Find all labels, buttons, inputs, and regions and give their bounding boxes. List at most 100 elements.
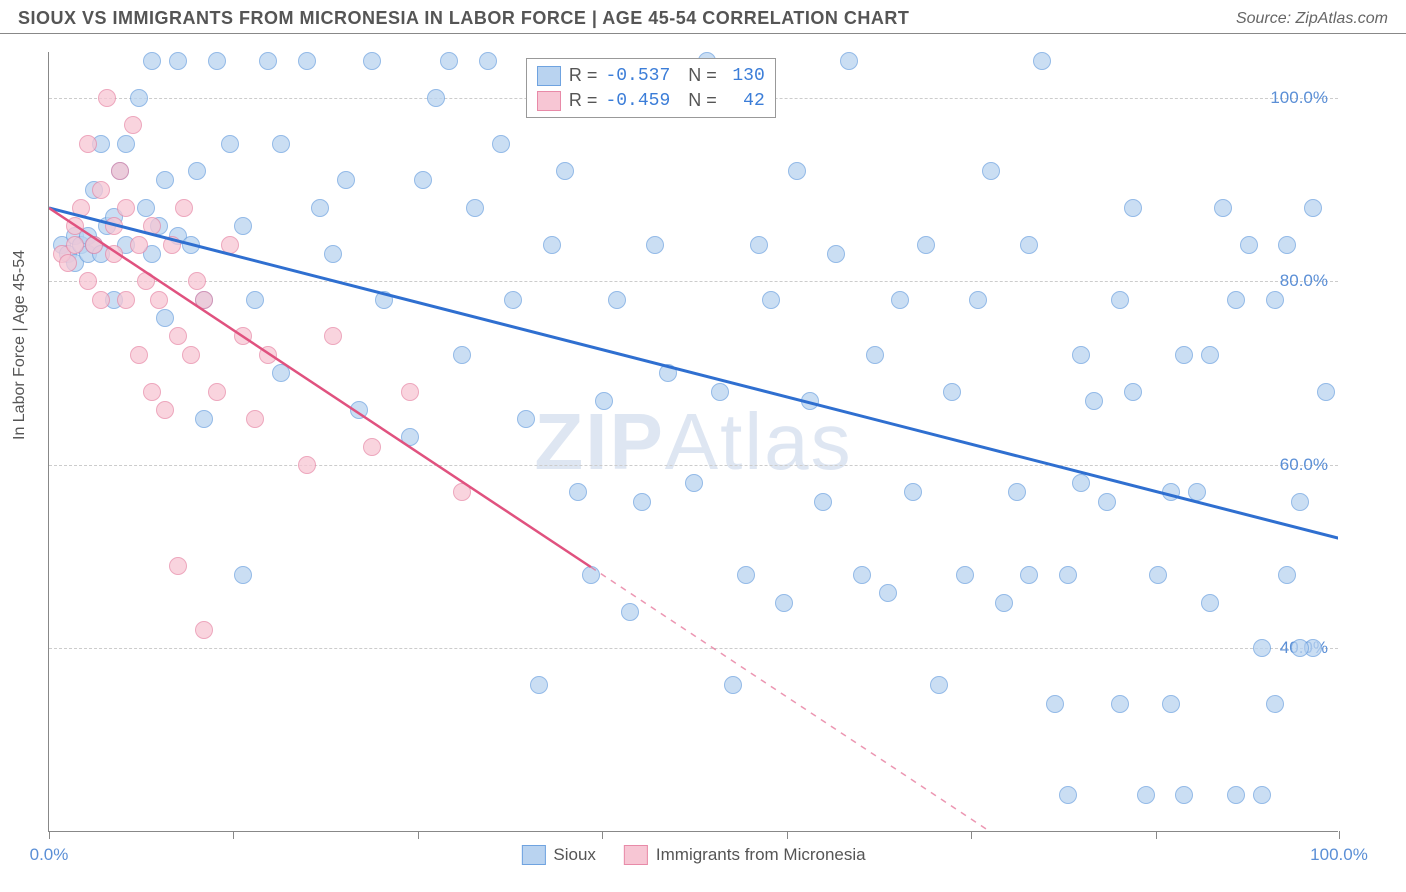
- scatter-point: [982, 162, 1000, 180]
- stat-n-label: N =: [688, 90, 717, 111]
- scatter-point: [762, 291, 780, 309]
- scatter-point: [311, 199, 329, 217]
- chart-header: SIOUX VS IMMIGRANTS FROM MICRONESIA IN L…: [0, 0, 1406, 34]
- stat-r-value: -0.537: [605, 66, 670, 86]
- scatter-point: [66, 236, 84, 254]
- scatter-point: [492, 135, 510, 153]
- scatter-point: [117, 291, 135, 309]
- scatter-point: [298, 52, 316, 70]
- scatter-point: [337, 171, 355, 189]
- scatter-point: [633, 493, 651, 511]
- stats-box: R =-0.537N =130R =-0.459N =42: [526, 58, 776, 118]
- scatter-point: [143, 383, 161, 401]
- scatter-point: [272, 364, 290, 382]
- chart-plot-area: ZIPAtlas 40.0%60.0%80.0%100.0%0.0%100.0%…: [48, 52, 1338, 832]
- legend-swatch: [521, 845, 545, 865]
- scatter-point: [1149, 566, 1167, 584]
- scatter-point: [621, 603, 639, 621]
- scatter-point: [969, 291, 987, 309]
- scatter-point: [1188, 483, 1206, 501]
- scatter-point: [517, 410, 535, 428]
- scatter-point: [1253, 639, 1271, 657]
- scatter-point: [1020, 236, 1038, 254]
- scatter-point: [1111, 695, 1129, 713]
- scatter-point: [866, 346, 884, 364]
- scatter-point: [737, 566, 755, 584]
- stat-n-value: 42: [725, 91, 765, 111]
- scatter-point: [775, 594, 793, 612]
- legend-swatch: [624, 845, 648, 865]
- chart-title: SIOUX VS IMMIGRANTS FROM MICRONESIA IN L…: [18, 8, 909, 29]
- scatter-point: [569, 483, 587, 501]
- scatter-point: [1175, 786, 1193, 804]
- scatter-point: [137, 199, 155, 217]
- gridline: [49, 648, 1338, 649]
- scatter-point: [124, 116, 142, 134]
- scatter-point: [750, 236, 768, 254]
- x-tick: [1156, 831, 1157, 839]
- scatter-point: [1266, 291, 1284, 309]
- scatter-point: [401, 383, 419, 401]
- scatter-point: [711, 383, 729, 401]
- legend-item: Immigrants from Micronesia: [624, 845, 866, 865]
- scatter-point: [543, 236, 561, 254]
- stat-r-label: R =: [569, 90, 598, 111]
- scatter-point: [1033, 52, 1051, 70]
- scatter-point: [853, 566, 871, 584]
- scatter-point: [156, 309, 174, 327]
- scatter-point: [595, 392, 613, 410]
- scatter-point: [814, 493, 832, 511]
- scatter-point: [1227, 786, 1245, 804]
- trend-lines: [49, 52, 1338, 831]
- scatter-point: [246, 410, 264, 428]
- x-tick: [1339, 831, 1340, 839]
- scatter-point: [891, 291, 909, 309]
- stat-n-label: N =: [688, 65, 717, 86]
- x-tick-label: 0.0%: [30, 845, 69, 865]
- scatter-point: [363, 52, 381, 70]
- scatter-point: [259, 346, 277, 364]
- scatter-point: [363, 438, 381, 456]
- scatter-point: [1085, 392, 1103, 410]
- scatter-point: [182, 236, 200, 254]
- scatter-point: [169, 52, 187, 70]
- scatter-point: [1175, 346, 1193, 364]
- scatter-point: [1137, 786, 1155, 804]
- x-tick: [602, 831, 603, 839]
- stat-n-value: 130: [725, 66, 765, 86]
- scatter-point: [943, 383, 961, 401]
- scatter-point: [324, 245, 342, 263]
- scatter-point: [1214, 199, 1232, 217]
- x-tick: [49, 831, 50, 839]
- scatter-point: [724, 676, 742, 694]
- stats-row: R =-0.537N =130: [537, 63, 765, 88]
- y-tick-label: 80.0%: [1280, 271, 1328, 291]
- scatter-point: [208, 52, 226, 70]
- scatter-point: [427, 89, 445, 107]
- scatter-point: [375, 291, 393, 309]
- scatter-point: [530, 676, 548, 694]
- scatter-point: [479, 52, 497, 70]
- scatter-point: [1304, 199, 1322, 217]
- scatter-point: [1253, 786, 1271, 804]
- scatter-point: [195, 410, 213, 428]
- x-tick-label: 100.0%: [1310, 845, 1368, 865]
- scatter-point: [156, 401, 174, 419]
- scatter-point: [234, 327, 252, 345]
- x-tick: [418, 831, 419, 839]
- scatter-point: [1020, 566, 1038, 584]
- scatter-point: [246, 291, 264, 309]
- scatter-point: [1201, 594, 1219, 612]
- scatter-point: [1227, 291, 1245, 309]
- legend: SiouxImmigrants from Micronesia: [521, 845, 865, 865]
- scatter-point: [175, 199, 193, 217]
- x-tick: [233, 831, 234, 839]
- scatter-point: [66, 217, 84, 235]
- scatter-point: [801, 392, 819, 410]
- scatter-point: [1291, 639, 1309, 657]
- source-label: Source: ZipAtlas.com: [1236, 10, 1388, 28]
- scatter-point: [840, 52, 858, 70]
- scatter-point: [1098, 493, 1116, 511]
- scatter-point: [79, 272, 97, 290]
- scatter-point: [117, 135, 135, 153]
